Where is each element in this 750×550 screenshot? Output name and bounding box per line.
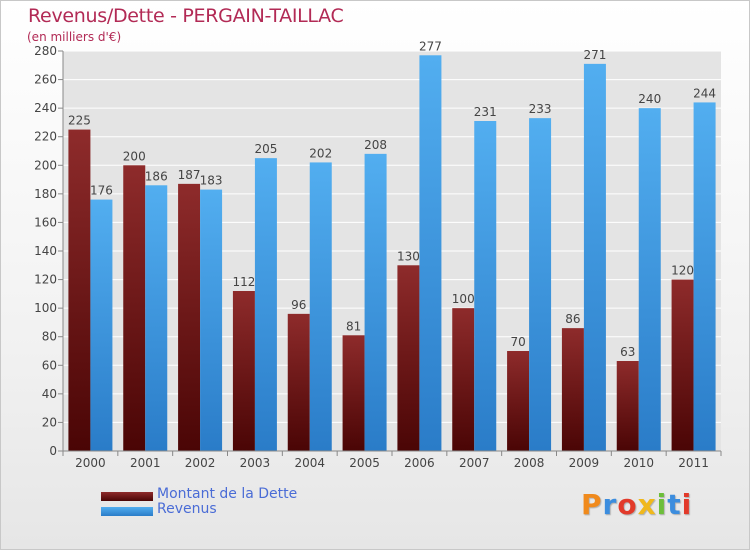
y-tick-label: 100 — [34, 301, 57, 315]
data-label: 112 — [232, 275, 255, 289]
y-tick-label: 260 — [34, 73, 57, 87]
chart-subtitle: (en milliers d'€) — [27, 30, 122, 44]
y-tick-label: 220 — [34, 130, 57, 144]
logo-letter: r — [602, 488, 618, 521]
legend-swatch-debt — [101, 492, 153, 501]
y-tick-label: 240 — [34, 101, 57, 115]
logo-letter: x — [637, 488, 657, 521]
data-label: 176 — [90, 184, 113, 198]
y-tick-label: 0 — [49, 444, 57, 458]
bar-dette — [68, 129, 91, 452]
x-tick-label: 2011 — [678, 456, 709, 470]
bar-revenus — [364, 153, 387, 451]
y-tick-label: 280 — [34, 44, 57, 58]
data-label: 208 — [364, 138, 387, 152]
data-label: 70 — [510, 335, 525, 349]
legend-label-revenus: Revenus — [157, 501, 217, 517]
data-label: 271 — [583, 48, 606, 62]
logo-letter: t — [667, 488, 682, 521]
bar-dette — [616, 361, 639, 451]
y-tick-label: 140 — [34, 244, 57, 258]
data-label: 187 — [178, 168, 201, 182]
data-label: 186 — [145, 169, 168, 183]
data-label: 120 — [671, 264, 694, 278]
x-tick-label: 2000 — [75, 456, 106, 470]
chart-title: Revenus/Dette - PERGAIN-TAILLAC — [28, 5, 344, 27]
logo-letter: i — [681, 488, 693, 521]
x-tick-label: 2007 — [459, 456, 490, 470]
bar-dette — [561, 328, 584, 451]
data-label: 100 — [452, 292, 475, 306]
bar-dette — [342, 335, 365, 451]
y-tick-label: 200 — [34, 158, 57, 172]
bar-revenus — [309, 162, 332, 451]
data-label: 240 — [638, 92, 661, 106]
logo-letter: i — [656, 488, 668, 521]
data-label: 233 — [529, 102, 552, 116]
data-label: 225 — [68, 114, 91, 128]
data-label: 244 — [693, 86, 716, 100]
legend-swatch-revenus — [101, 507, 153, 516]
x-tick-label: 2005 — [349, 456, 380, 470]
bar-revenus — [254, 158, 277, 451]
data-label: 183 — [200, 174, 223, 188]
bar-revenus — [693, 102, 716, 451]
bar-revenus — [419, 55, 442, 452]
bar-revenus — [145, 185, 168, 452]
x-tick-label: 2010 — [623, 456, 654, 470]
data-label: 96 — [291, 298, 306, 312]
bar-revenus — [90, 199, 113, 451]
x-tick-label: 2002 — [185, 456, 216, 470]
y-tick-label: 180 — [34, 187, 57, 201]
x-tick-label: 2009 — [569, 456, 600, 470]
x-tick-label: 2001 — [130, 456, 161, 470]
bar-revenus — [529, 118, 552, 452]
logo-letter: P — [581, 488, 603, 521]
data-label: 200 — [123, 149, 146, 163]
bar-dette — [178, 183, 201, 451]
data-label: 130 — [397, 249, 420, 263]
x-tick-label: 2003 — [240, 456, 271, 470]
bar-dette — [287, 313, 310, 451]
y-tick-label: 40 — [42, 387, 57, 401]
bar-dette — [452, 308, 475, 451]
y-tick-label: 80 — [42, 330, 57, 344]
data-label: 277 — [419, 39, 442, 53]
logo-letter: o — [617, 488, 638, 521]
data-label: 231 — [474, 105, 497, 119]
y-tick-label: 120 — [34, 273, 57, 287]
bar-dette — [232, 291, 255, 451]
data-label: 86 — [565, 312, 580, 326]
y-tick-label: 60 — [42, 358, 57, 372]
bar-revenus — [200, 189, 223, 452]
x-tick-label: 2004 — [294, 456, 325, 470]
bar-dette — [671, 279, 694, 451]
bar-dette — [507, 351, 530, 451]
legend-label-debt: Montant de la Dette — [157, 486, 298, 502]
data-label: 202 — [309, 146, 332, 160]
y-tick-label: 160 — [34, 215, 57, 229]
bar-dette — [123, 165, 146, 452]
proxiti-logo: Proxiti — [581, 488, 692, 521]
bar-revenus — [474, 121, 497, 451]
y-tick-label: 20 — [42, 415, 57, 429]
bar-dette — [397, 265, 420, 451]
bar-revenus — [583, 63, 606, 451]
x-tick-label: 2006 — [404, 456, 435, 470]
x-tick-label: 2008 — [514, 456, 545, 470]
data-label: 81 — [346, 319, 361, 333]
bar-revenus — [638, 108, 661, 452]
data-label: 63 — [620, 345, 635, 359]
data-label: 205 — [254, 142, 277, 156]
